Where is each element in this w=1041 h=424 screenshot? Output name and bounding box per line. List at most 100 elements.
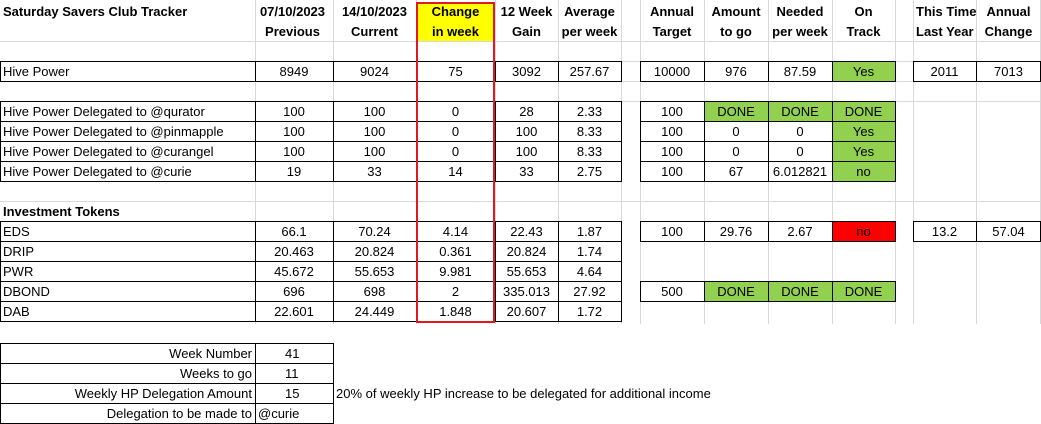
cell-target[interactable]: 100 <box>661 144 683 159</box>
border-line <box>832 281 833 302</box>
cell-average[interactable]: 2.33 <box>576 104 603 119</box>
cell-to-go[interactable]: DONE <box>704 282 768 302</box>
week-number-label: Week Number <box>169 346 252 361</box>
cell-needed[interactable]: DONE <box>768 102 832 122</box>
cell-average[interactable]: 1.74 <box>576 244 603 259</box>
cell-change[interactable]: 4.14 <box>442 224 469 239</box>
cell-previous[interactable]: 45.672 <box>274 264 314 279</box>
cell-change[interactable]: 14 <box>448 164 463 179</box>
cell-average[interactable]: 27.92 <box>573 284 606 299</box>
border-line <box>913 61 1041 62</box>
cell-target[interactable]: 100 <box>661 224 683 239</box>
border-line <box>768 101 769 182</box>
cell-annual-change[interactable]: 7013 <box>994 64 1023 79</box>
cell-on-track[interactable]: no <box>832 162 895 182</box>
cell-previous[interactable]: 19 <box>286 164 302 179</box>
cell-target[interactable]: 100 <box>661 104 683 119</box>
cell-target[interactable]: 10000 <box>653 64 691 79</box>
cell-previous[interactable]: 8949 <box>279 64 309 79</box>
cell-on-track[interactable]: Yes <box>832 122 895 142</box>
cell-on-track[interactable]: DONE <box>832 102 895 122</box>
border-line <box>255 343 256 424</box>
cell-previous[interactable]: 100 <box>283 124 305 139</box>
cell-gain[interactable]: 20.607 <box>506 304 547 319</box>
cell-needed[interactable]: 2.67 <box>787 224 813 239</box>
border-line <box>0 363 334 364</box>
cell-target[interactable]: 500 <box>661 284 683 299</box>
cell-previous[interactable]: 66.1 <box>281 224 307 239</box>
border-line <box>416 101 417 182</box>
cell-target[interactable]: 100 <box>661 164 683 179</box>
cell-previous[interactable]: 20.463 <box>274 244 314 259</box>
cell-annual-change[interactable]: 57.04 <box>992 224 1025 239</box>
cell-current[interactable]: 9024 <box>360 64 389 79</box>
border-line <box>0 61 1 82</box>
cell-change[interactable]: 0 <box>451 144 460 159</box>
cell-to-go[interactable]: DONE <box>704 102 768 122</box>
border-line <box>640 101 641 182</box>
cell-current[interactable]: 698 <box>363 284 386 299</box>
cell-to-go[interactable]: 67 <box>728 164 744 179</box>
cell-gain[interactable]: 100 <box>515 124 538 139</box>
cell-previous[interactable]: 100 <box>283 144 305 159</box>
cell-average[interactable]: 8.33 <box>576 124 603 139</box>
cell-average[interactable]: 257.67 <box>569 64 610 79</box>
cell-on-track[interactable]: Yes <box>832 62 895 82</box>
cell-previous[interactable]: 22.601 <box>274 304 314 319</box>
cell-change[interactable]: 1.848 <box>439 304 472 319</box>
cell-current[interactable]: 100 <box>363 144 386 159</box>
border-line <box>0 241 622 242</box>
cell-needed[interactable]: 0 <box>796 144 804 159</box>
cell-to-go[interactable]: 0 <box>732 124 740 139</box>
cell-gain[interactable]: 335.013 <box>503 284 550 299</box>
cell-on-track[interactable]: DONE <box>832 282 895 302</box>
cell-last-year[interactable]: 2011 <box>930 64 959 79</box>
header-current-date: 14/10/2023 <box>341 4 408 19</box>
border-line <box>913 221 1041 222</box>
weeks-to-go-value[interactable]: 11 <box>285 366 299 381</box>
cell-gain[interactable]: 22.43 <box>510 224 543 239</box>
cell-change[interactable]: 75 <box>448 64 463 79</box>
cell-change[interactable]: 0.361 <box>439 244 472 259</box>
cell-average[interactable]: 8.33 <box>576 144 603 159</box>
cell-to-go[interactable]: 29.76 <box>719 224 753 239</box>
cell-gain[interactable]: 20.824 <box>506 244 547 259</box>
cell-current[interactable]: 55.653 <box>354 264 395 279</box>
cell-gain[interactable]: 28 <box>519 104 534 119</box>
cell-previous[interactable]: 696 <box>283 284 305 299</box>
cell-average[interactable]: 1.87 <box>576 224 603 239</box>
cell-gain[interactable]: 100 <box>515 144 538 159</box>
cell-average[interactable]: 1.72 <box>576 304 603 319</box>
cell-needed[interactable]: 6.012821 <box>772 164 828 179</box>
cell-change[interactable]: 0 <box>451 104 460 119</box>
cell-to-go[interactable]: 0 <box>732 144 740 159</box>
delegation-to-value[interactable]: @curie <box>258 406 300 421</box>
cell-previous[interactable]: 100 <box>283 104 305 119</box>
cell-needed[interactable]: DONE <box>768 282 832 302</box>
cell-current[interactable]: 24.449 <box>354 304 395 319</box>
cell-current[interactable]: 100 <box>363 124 386 139</box>
cell-needed[interactable]: 87.59 <box>783 64 817 79</box>
cell-last-year[interactable]: 13.2 <box>931 224 958 239</box>
cell-gain[interactable]: 3092 <box>512 64 541 79</box>
cell-on-track[interactable]: Yes <box>832 142 895 162</box>
cell-average[interactable]: 2.75 <box>576 164 603 179</box>
cell-gain[interactable]: 33 <box>519 164 534 179</box>
cell-needed[interactable]: 0 <box>796 124 804 139</box>
border-line <box>495 61 496 82</box>
cell-change[interactable]: 2 <box>451 284 460 299</box>
cell-change[interactable]: 9.981 <box>439 264 472 279</box>
cell-change[interactable]: 0 <box>451 124 460 139</box>
cell-target[interactable]: 100 <box>661 124 683 139</box>
cell-current[interactable]: 70.24 <box>358 224 391 239</box>
cell-current[interactable]: 100 <box>363 104 386 119</box>
cell-average[interactable]: 4.64 <box>576 264 603 279</box>
week-number-value[interactable]: 41 <box>285 346 300 361</box>
border-line <box>704 101 705 182</box>
delegation-amount-value[interactable]: 15 <box>285 386 300 401</box>
cell-current[interactable]: 20.824 <box>354 244 395 259</box>
cell-current[interactable]: 33 <box>367 164 382 179</box>
cell-gain[interactable]: 55.653 <box>506 264 547 279</box>
cell-to-go[interactable]: 976 <box>725 64 747 79</box>
cell-on-track[interactable]: no <box>832 222 895 242</box>
